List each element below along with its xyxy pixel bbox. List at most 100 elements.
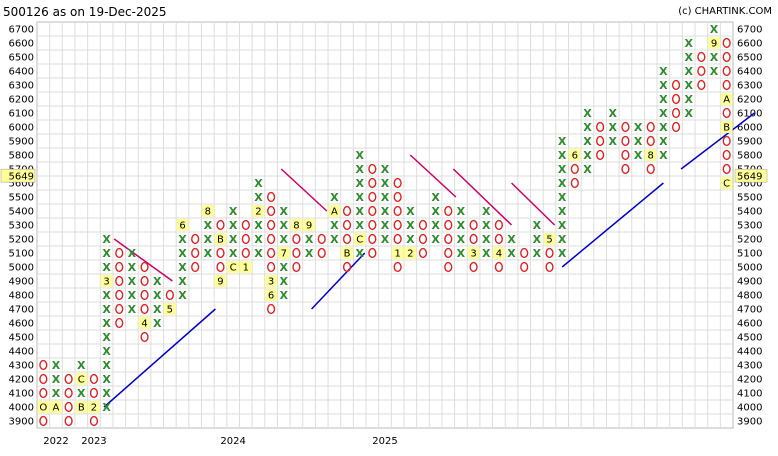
month-marker-bg <box>708 37 721 49</box>
o-box <box>722 65 731 77</box>
o-box <box>494 233 503 245</box>
x-box: X <box>153 289 162 302</box>
x-box: X <box>710 65 719 78</box>
resistance-trendline <box>452 168 513 226</box>
o-box <box>191 247 200 259</box>
o-box <box>216 261 225 273</box>
month-marker: B <box>217 235 224 246</box>
x-box: X <box>229 247 238 260</box>
x-box: X <box>684 79 693 92</box>
support-trendline <box>680 112 755 170</box>
month-marker-bg <box>227 261 240 273</box>
o-box <box>267 233 276 245</box>
month-marker-bg <box>201 205 214 217</box>
month-marker: C <box>230 263 237 274</box>
o-box <box>317 233 326 245</box>
o-box <box>469 233 478 245</box>
y-tick-label-left: 5300 <box>9 221 34 232</box>
x-box: X <box>102 345 111 358</box>
month-marker-bg <box>265 289 278 301</box>
o-box <box>444 219 453 231</box>
o-box <box>520 261 529 273</box>
o-box <box>342 219 352 231</box>
month-marker: 8 <box>205 207 211 218</box>
y-tick-label-right: 5200 <box>737 235 762 246</box>
y-tick-label-left: 4200 <box>9 375 34 386</box>
x-box: X <box>254 191 263 204</box>
x-box: X <box>178 233 187 246</box>
month-marker-bg <box>214 233 227 245</box>
o-box <box>596 149 605 161</box>
resistance-trendline <box>511 182 556 226</box>
x-box: X <box>52 359 61 372</box>
month-marker: C <box>78 375 85 386</box>
x-box: X <box>482 233 491 246</box>
o-box <box>444 205 453 217</box>
o-box <box>140 331 149 343</box>
y-tick-label-left: 4500 <box>9 333 34 344</box>
o-box <box>267 219 276 231</box>
o-box <box>241 233 250 245</box>
month-marker-bg <box>176 219 189 231</box>
month-marker: A <box>53 403 60 414</box>
y-tick-label-left: 4700 <box>9 305 34 316</box>
x-box: X <box>710 23 719 36</box>
o-box <box>140 303 149 315</box>
x-box: X <box>355 219 364 232</box>
y-tick-label-right: 3900 <box>737 417 762 428</box>
o-box <box>697 65 706 77</box>
x-box: X <box>153 303 162 316</box>
x-box: X <box>634 149 643 162</box>
y-tick-label-right: 4500 <box>737 333 762 344</box>
month-marker-bg <box>100 275 113 287</box>
x-box: X <box>558 219 567 232</box>
x-box: X <box>229 205 238 218</box>
month-marker-bg <box>391 247 404 259</box>
y-tick-label-right: 5400 <box>737 207 762 218</box>
x-box: X <box>178 247 187 260</box>
y-tick-label-left: 5600 <box>9 179 34 190</box>
x-box: X <box>558 191 567 204</box>
x-box: X <box>558 163 567 176</box>
x-box: X <box>280 275 289 288</box>
o-box <box>292 261 301 273</box>
o-box <box>393 177 402 189</box>
o-box <box>368 191 377 203</box>
price-badge-left <box>0 168 36 183</box>
o-box <box>393 261 402 273</box>
month-marker-bg <box>87 401 100 413</box>
x-box: X <box>457 205 466 218</box>
o-box <box>241 247 250 259</box>
month-marker-bg <box>353 233 366 245</box>
month-marker-bg <box>49 401 62 413</box>
month-marker: 6 <box>268 291 274 302</box>
o-box <box>39 415 48 427</box>
x-box: X <box>381 205 390 218</box>
x-box: X <box>204 233 213 246</box>
y-tick-label-right: 6200 <box>737 95 762 106</box>
month-marker-bg <box>239 261 252 273</box>
o-box <box>444 261 453 273</box>
month-marker-bg <box>720 177 733 189</box>
o-box <box>342 261 352 273</box>
month-marker: A <box>723 95 730 106</box>
month-marker: 1 <box>394 249 400 260</box>
month-marker-bg <box>303 219 316 231</box>
o-box <box>671 93 681 105</box>
o-box <box>722 149 731 161</box>
plot-area <box>36 21 734 429</box>
x-box: X <box>102 401 111 414</box>
month-marker-bg <box>467 247 480 259</box>
o-box <box>39 387 48 399</box>
month-marker: 5 <box>167 305 173 316</box>
x-box: X <box>558 205 567 218</box>
y-tick-label-right: 4600 <box>737 319 762 330</box>
month-marker: 3 <box>268 277 274 288</box>
x-box: X <box>52 387 61 400</box>
month-marker: 6 <box>572 151 578 162</box>
o-box <box>292 233 301 245</box>
x-box: X <box>533 219 542 232</box>
x-box: X <box>178 289 187 302</box>
o-box <box>570 177 579 189</box>
